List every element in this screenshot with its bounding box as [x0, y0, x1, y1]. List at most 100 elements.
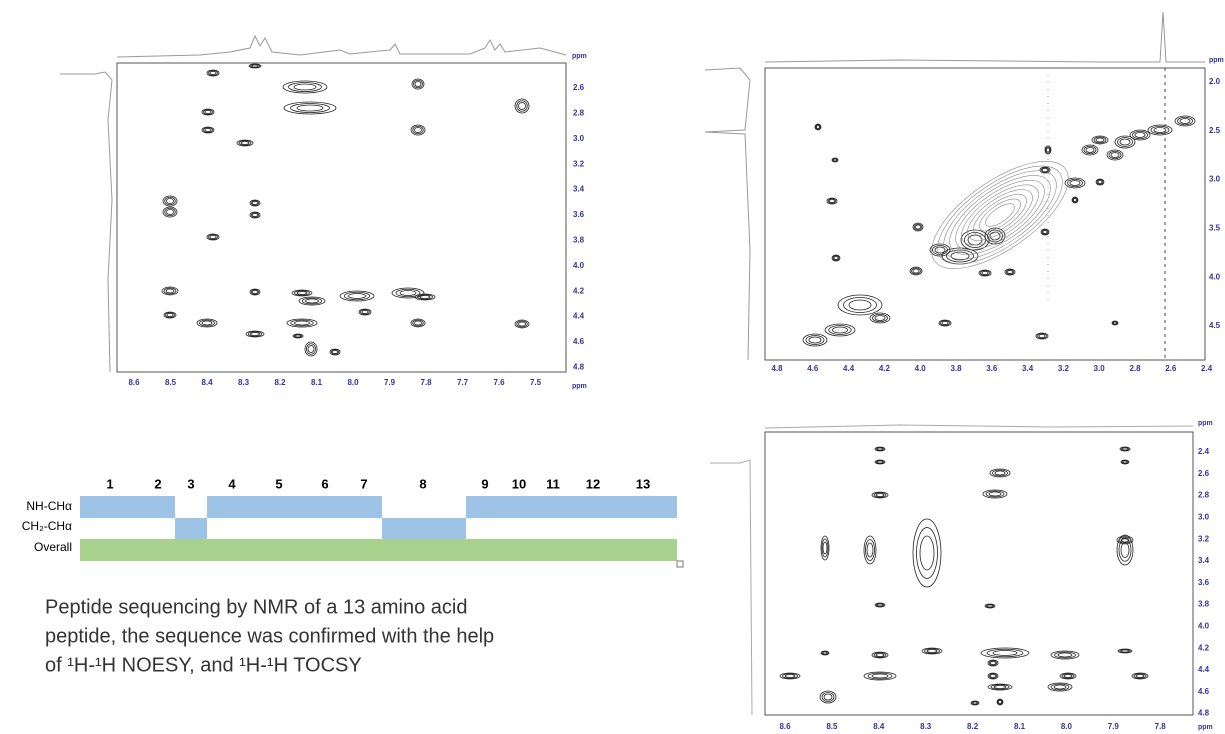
y-tick-label: 4.0: [1209, 272, 1221, 281]
contour: [414, 127, 422, 133]
y-tick-label: 4.4: [573, 312, 585, 321]
contour: [413, 79, 423, 89]
x-tick-label: 4.0: [915, 364, 927, 373]
contour: [875, 493, 885, 497]
row-label: CH₂-CHα: [22, 519, 72, 533]
contour: [249, 211, 261, 219]
projection-trace: [60, 71, 113, 373]
contour: [295, 334, 301, 338]
contour: [1069, 180, 1081, 186]
contour: [417, 294, 433, 300]
contour: [1095, 137, 1105, 143]
contour: [994, 470, 1006, 476]
contour: [848, 299, 872, 311]
residue-number: 8: [419, 476, 426, 491]
contours: [161, 63, 1196, 706]
contour: [926, 649, 938, 653]
contour: [934, 246, 946, 254]
contour: [814, 123, 822, 131]
contour: [826, 197, 838, 205]
contour: [869, 312, 891, 324]
contour: [1153, 127, 1167, 133]
contour: [361, 310, 369, 314]
caption-line: of ¹H-¹H NOESY, and ¹H-¹H TOCSY: [45, 654, 362, 676]
contour: [419, 295, 431, 299]
contour: [1005, 269, 1015, 275]
x-tick-label: 4.4: [843, 364, 855, 373]
contour: [784, 674, 796, 678]
x-tick-label: 8.4: [201, 378, 213, 387]
contour: [252, 290, 258, 294]
bar: [466, 496, 677, 518]
contour: [163, 311, 177, 319]
contour: [988, 660, 998, 666]
caption-line: peptide, the sequence was confirmed with…: [45, 625, 494, 647]
x-tick-label: 3.0: [1094, 364, 1106, 373]
contour: [1113, 321, 1117, 325]
contour: [984, 227, 1006, 245]
contour: [873, 492, 887, 498]
contour: [1177, 116, 1193, 126]
contour: [343, 291, 371, 301]
contour: [247, 331, 263, 337]
contour: [292, 333, 304, 339]
contour: [833, 158, 837, 162]
contour: [913, 223, 923, 231]
contour: [867, 672, 893, 680]
residue-number: 13: [636, 476, 650, 491]
contour: [1110, 152, 1120, 158]
contour: [206, 69, 220, 77]
handle: [676, 560, 684, 568]
contour: [293, 83, 317, 91]
contour: [291, 289, 313, 297]
contour: [236, 139, 254, 147]
contour: [875, 460, 885, 464]
contour: [990, 684, 1010, 690]
contour: [250, 212, 260, 218]
contour: [251, 64, 259, 68]
contour: [1117, 137, 1133, 147]
unit-label: ppm: [572, 383, 587, 390]
residue-number: 3: [187, 476, 194, 491]
contour: [992, 650, 1018, 656]
contour: [1072, 197, 1078, 203]
x-tick-label: 8.6: [779, 722, 791, 731]
residue-number: 5: [275, 476, 282, 491]
panel-frame: [116, 62, 567, 373]
contour: [1071, 196, 1079, 204]
contour: [1067, 178, 1083, 188]
contour: [989, 468, 1011, 478]
contour: [1150, 125, 1170, 135]
contour: [988, 673, 998, 679]
x-tick-label: 8.3: [238, 378, 250, 387]
y-tick-label: 2.4: [1198, 447, 1210, 456]
contour: [832, 326, 848, 334]
contour: [1179, 118, 1191, 124]
y-tick-label: 4.5: [1209, 321, 1221, 330]
contour: [865, 539, 875, 561]
contour: [988, 491, 1002, 497]
contour: [829, 199, 835, 203]
x-tick-label: 7.9: [384, 378, 396, 387]
y-tick-label: 4.6: [573, 337, 585, 346]
contour: [165, 312, 175, 318]
diagonal-contour: [931, 161, 1069, 269]
contour: [1037, 333, 1047, 339]
contour: [874, 315, 886, 321]
contour: [970, 700, 980, 706]
contour: [1147, 124, 1173, 136]
contour: [1120, 459, 1130, 465]
contour: [821, 538, 829, 558]
y-tick-label: 4.0: [1198, 622, 1210, 631]
contour: [987, 672, 999, 680]
bar: [175, 518, 207, 539]
contour: [967, 189, 1033, 241]
contour: [516, 100, 528, 112]
contour: [1093, 136, 1107, 144]
contour: [985, 490, 1005, 498]
contour: [961, 184, 1039, 246]
y-tick-label: 3.0: [1209, 175, 1221, 184]
contour: [972, 701, 978, 705]
y-tick-label: 4.2: [573, 286, 585, 295]
contour: [1119, 138, 1131, 146]
